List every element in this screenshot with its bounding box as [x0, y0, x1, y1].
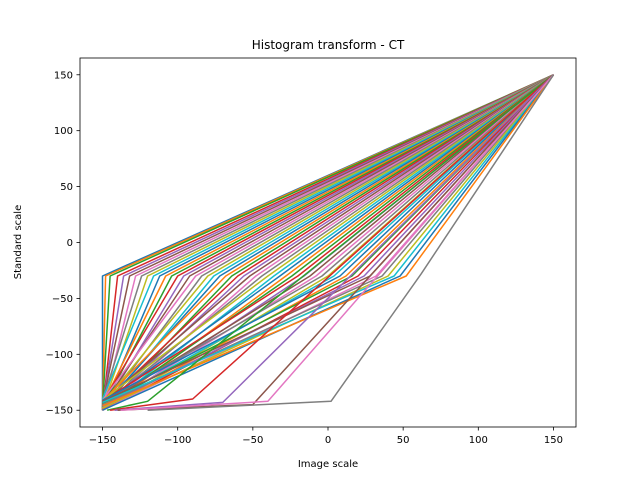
series-line-34 [102, 74, 554, 402]
series-line-53 [106, 74, 554, 411]
series-layer [101, 74, 555, 411]
series-line-29 [102, 74, 554, 401]
y-tick-label: 0 [67, 238, 73, 249]
y-tick-label: −100 [46, 350, 73, 361]
series-line-8 [101, 74, 554, 402]
series-line-54 [109, 74, 555, 411]
y-tick-label: −150 [46, 406, 73, 417]
series-line-19 [101, 74, 554, 404]
series-line-45 [102, 74, 555, 408]
series-line-57 [120, 74, 555, 411]
y-tick-label: 50 [60, 182, 73, 193]
x-tick-label: −150 [89, 435, 116, 446]
x-tick-label: 50 [397, 435, 410, 446]
series-line-33 [102, 74, 554, 408]
series-line-24 [101, 74, 554, 406]
series-line-17 [101, 74, 554, 401]
series-line-3 [101, 74, 554, 409]
y-tick-label: −50 [52, 294, 73, 305]
series-line-51 [102, 74, 555, 411]
series-line-10 [101, 74, 554, 400]
series-line-49 [102, 74, 555, 409]
series-line-52 [102, 74, 555, 407]
series-line-55 [114, 74, 555, 411]
series-line-14 [101, 74, 554, 403]
x-tick-label: 150 [544, 435, 563, 446]
series-line-21 [101, 74, 554, 408]
series-line-26 [102, 74, 554, 403]
x-tick-label: 100 [469, 435, 488, 446]
series-line-37 [102, 74, 554, 409]
plot-area [79, 57, 577, 428]
x-tick-label: 0 [325, 435, 331, 446]
x-axis: −150 −100 −50 0 50 100 150 [89, 427, 563, 446]
y-tick-label: 100 [54, 126, 73, 137]
chart-title: Histogram transform - CT [252, 38, 405, 52]
series-line-41 [102, 74, 555, 401]
series-line-28 [102, 74, 554, 407]
series-line-12 [101, 74, 554, 405]
series-line-27 [102, 74, 554, 411]
x-tick-label: −100 [164, 435, 191, 446]
series-line-58 [147, 74, 555, 411]
y-tick-label: 150 [54, 70, 73, 81]
series-line-31 [102, 74, 554, 405]
series-line-5 [101, 74, 554, 406]
series-line-42 [102, 74, 555, 410]
series-line-38 [102, 74, 554, 404]
y-axis: −150 −100 −50 0 50 100 150 [46, 70, 80, 417]
series-line-4 [101, 74, 554, 411]
series-line-22 [101, 74, 554, 402]
x-tick-label: −50 [242, 435, 263, 446]
series-line-6 [101, 74, 554, 404]
x-axis-label: Image scale [298, 459, 358, 470]
series-line-18 [101, 74, 554, 410]
series-line-40 [102, 74, 555, 407]
y-axis-label: Standard scale [13, 205, 24, 279]
